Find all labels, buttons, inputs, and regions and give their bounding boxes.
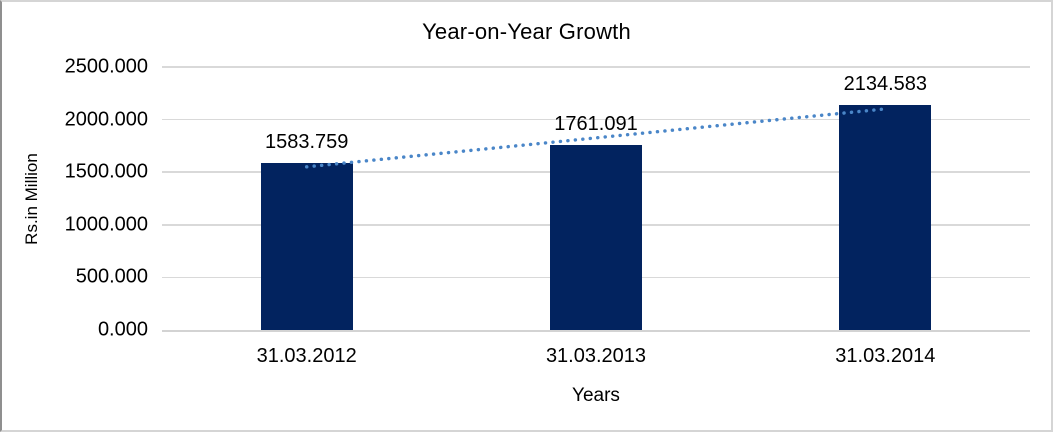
plot-area: 1583.759 1761.091 2134.583 [162,66,1030,332]
y-tick-label: 1000.000 [64,213,148,236]
y-tick-label: 500.000 [75,265,148,288]
bar-value-label: 1761.091 [554,112,638,135]
bar [839,105,932,330]
bar [550,144,642,330]
gridline [162,66,1030,68]
bar-value-label: 2134.583 [843,73,928,96]
x-tick-label: 31.03.2012 [256,345,357,367]
y-axis-tick-labels: 0.000 500.000 1000.000 1500.000 2000.000 2500… [2,56,148,341]
x-axis-tick-labels: 31.03.2012 31.03.2013 31.03.2014 [162,345,1030,369]
x-tick-label: 31.03.2013 [545,345,647,367]
x-axis-title: Years [572,385,620,406]
y-tick-label: 2000.000 [64,108,148,131]
chart-title: Year-on-Year Growth [422,19,631,44]
y-tick-label: 1500.000 [64,160,148,183]
y-tick-label: 0.000 [97,318,148,341]
bar [260,163,353,330]
x-tick-label: 31.03.2014 [835,345,936,367]
y-tick-label: 2500.000 [64,55,148,78]
bar-value-label: 1583.759 [264,131,349,154]
